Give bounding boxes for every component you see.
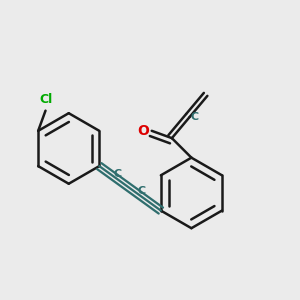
Text: C: C: [114, 169, 122, 179]
Text: Cl: Cl: [39, 93, 52, 106]
Text: C: C: [190, 112, 198, 122]
Text: C: C: [137, 186, 145, 196]
Text: O: O: [137, 124, 148, 138]
